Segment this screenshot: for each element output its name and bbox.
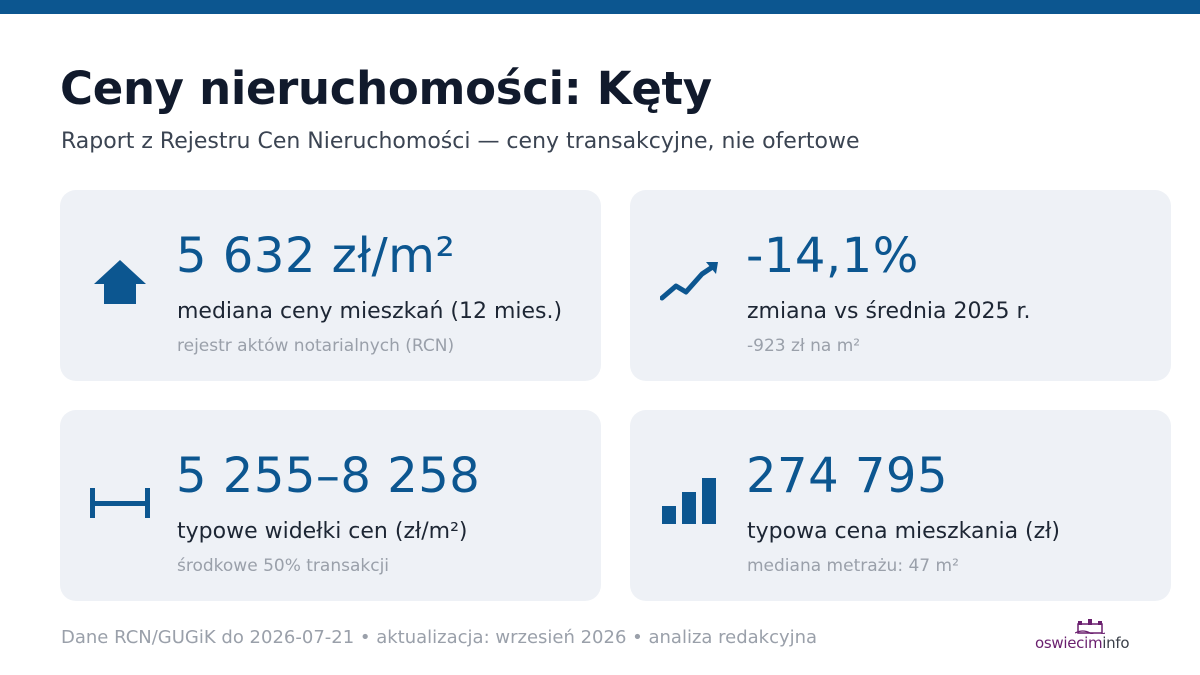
stat-value: 5 255–8 258 bbox=[176, 448, 481, 504]
stat-note: -923 zł na m² bbox=[747, 336, 861, 356]
stat-card-change: -14,1% zmiana vs średnia 2025 r. -923 zł… bbox=[630, 190, 1171, 381]
castle-logo-icon bbox=[1074, 618, 1106, 636]
stat-note: mediana metrażu: 47 m² bbox=[747, 556, 959, 576]
source-footer: Dane RCN/GUGiK do 2026-07-21 • aktualiza… bbox=[61, 627, 818, 648]
stat-note: środkowe 50% transakcji bbox=[177, 556, 390, 576]
brand-name: oswieciminfo bbox=[1035, 634, 1130, 652]
stat-card-typical-price: 274 795 typowa cena mieszkania (zł) medi… bbox=[630, 410, 1171, 601]
page-subtitle: Raport z Rejestru Cen Nieruchomości — ce… bbox=[61, 129, 860, 154]
stat-card-price-range: 5 255–8 258 typowe widełki cen (zł/m²) ś… bbox=[60, 410, 601, 601]
brand-name-part1: oswiecim bbox=[1035, 634, 1103, 652]
stat-value: 5 632 zł/m² bbox=[176, 228, 456, 284]
page-title: Ceny nieruchomości: Kęty bbox=[60, 62, 712, 115]
brand-logo[interactable]: oswieciminfo bbox=[1035, 618, 1145, 654]
stat-value: -14,1% bbox=[746, 228, 919, 284]
brand-name-part2: info bbox=[1102, 634, 1130, 652]
range-icon bbox=[90, 472, 150, 532]
stat-label: typowa cena mieszkania (zł) bbox=[747, 519, 1061, 544]
stat-value: 274 795 bbox=[746, 448, 948, 504]
stat-label: mediana ceny mieszkań (12 mies.) bbox=[177, 299, 563, 324]
bar-chart-icon bbox=[660, 472, 720, 532]
stat-card-median-price: 5 632 zł/m² mediana ceny mieszkań (12 mi… bbox=[60, 190, 601, 381]
trend-line-icon bbox=[660, 252, 720, 312]
stat-label: zmiana vs średnia 2025 r. bbox=[747, 299, 1031, 324]
house-icon bbox=[90, 252, 150, 312]
stat-label: typowe widełki cen (zł/m²) bbox=[177, 519, 468, 544]
stat-note: rejestr aktów notarialnych (RCN) bbox=[177, 336, 455, 356]
top-accent-bar bbox=[0, 0, 1200, 14]
